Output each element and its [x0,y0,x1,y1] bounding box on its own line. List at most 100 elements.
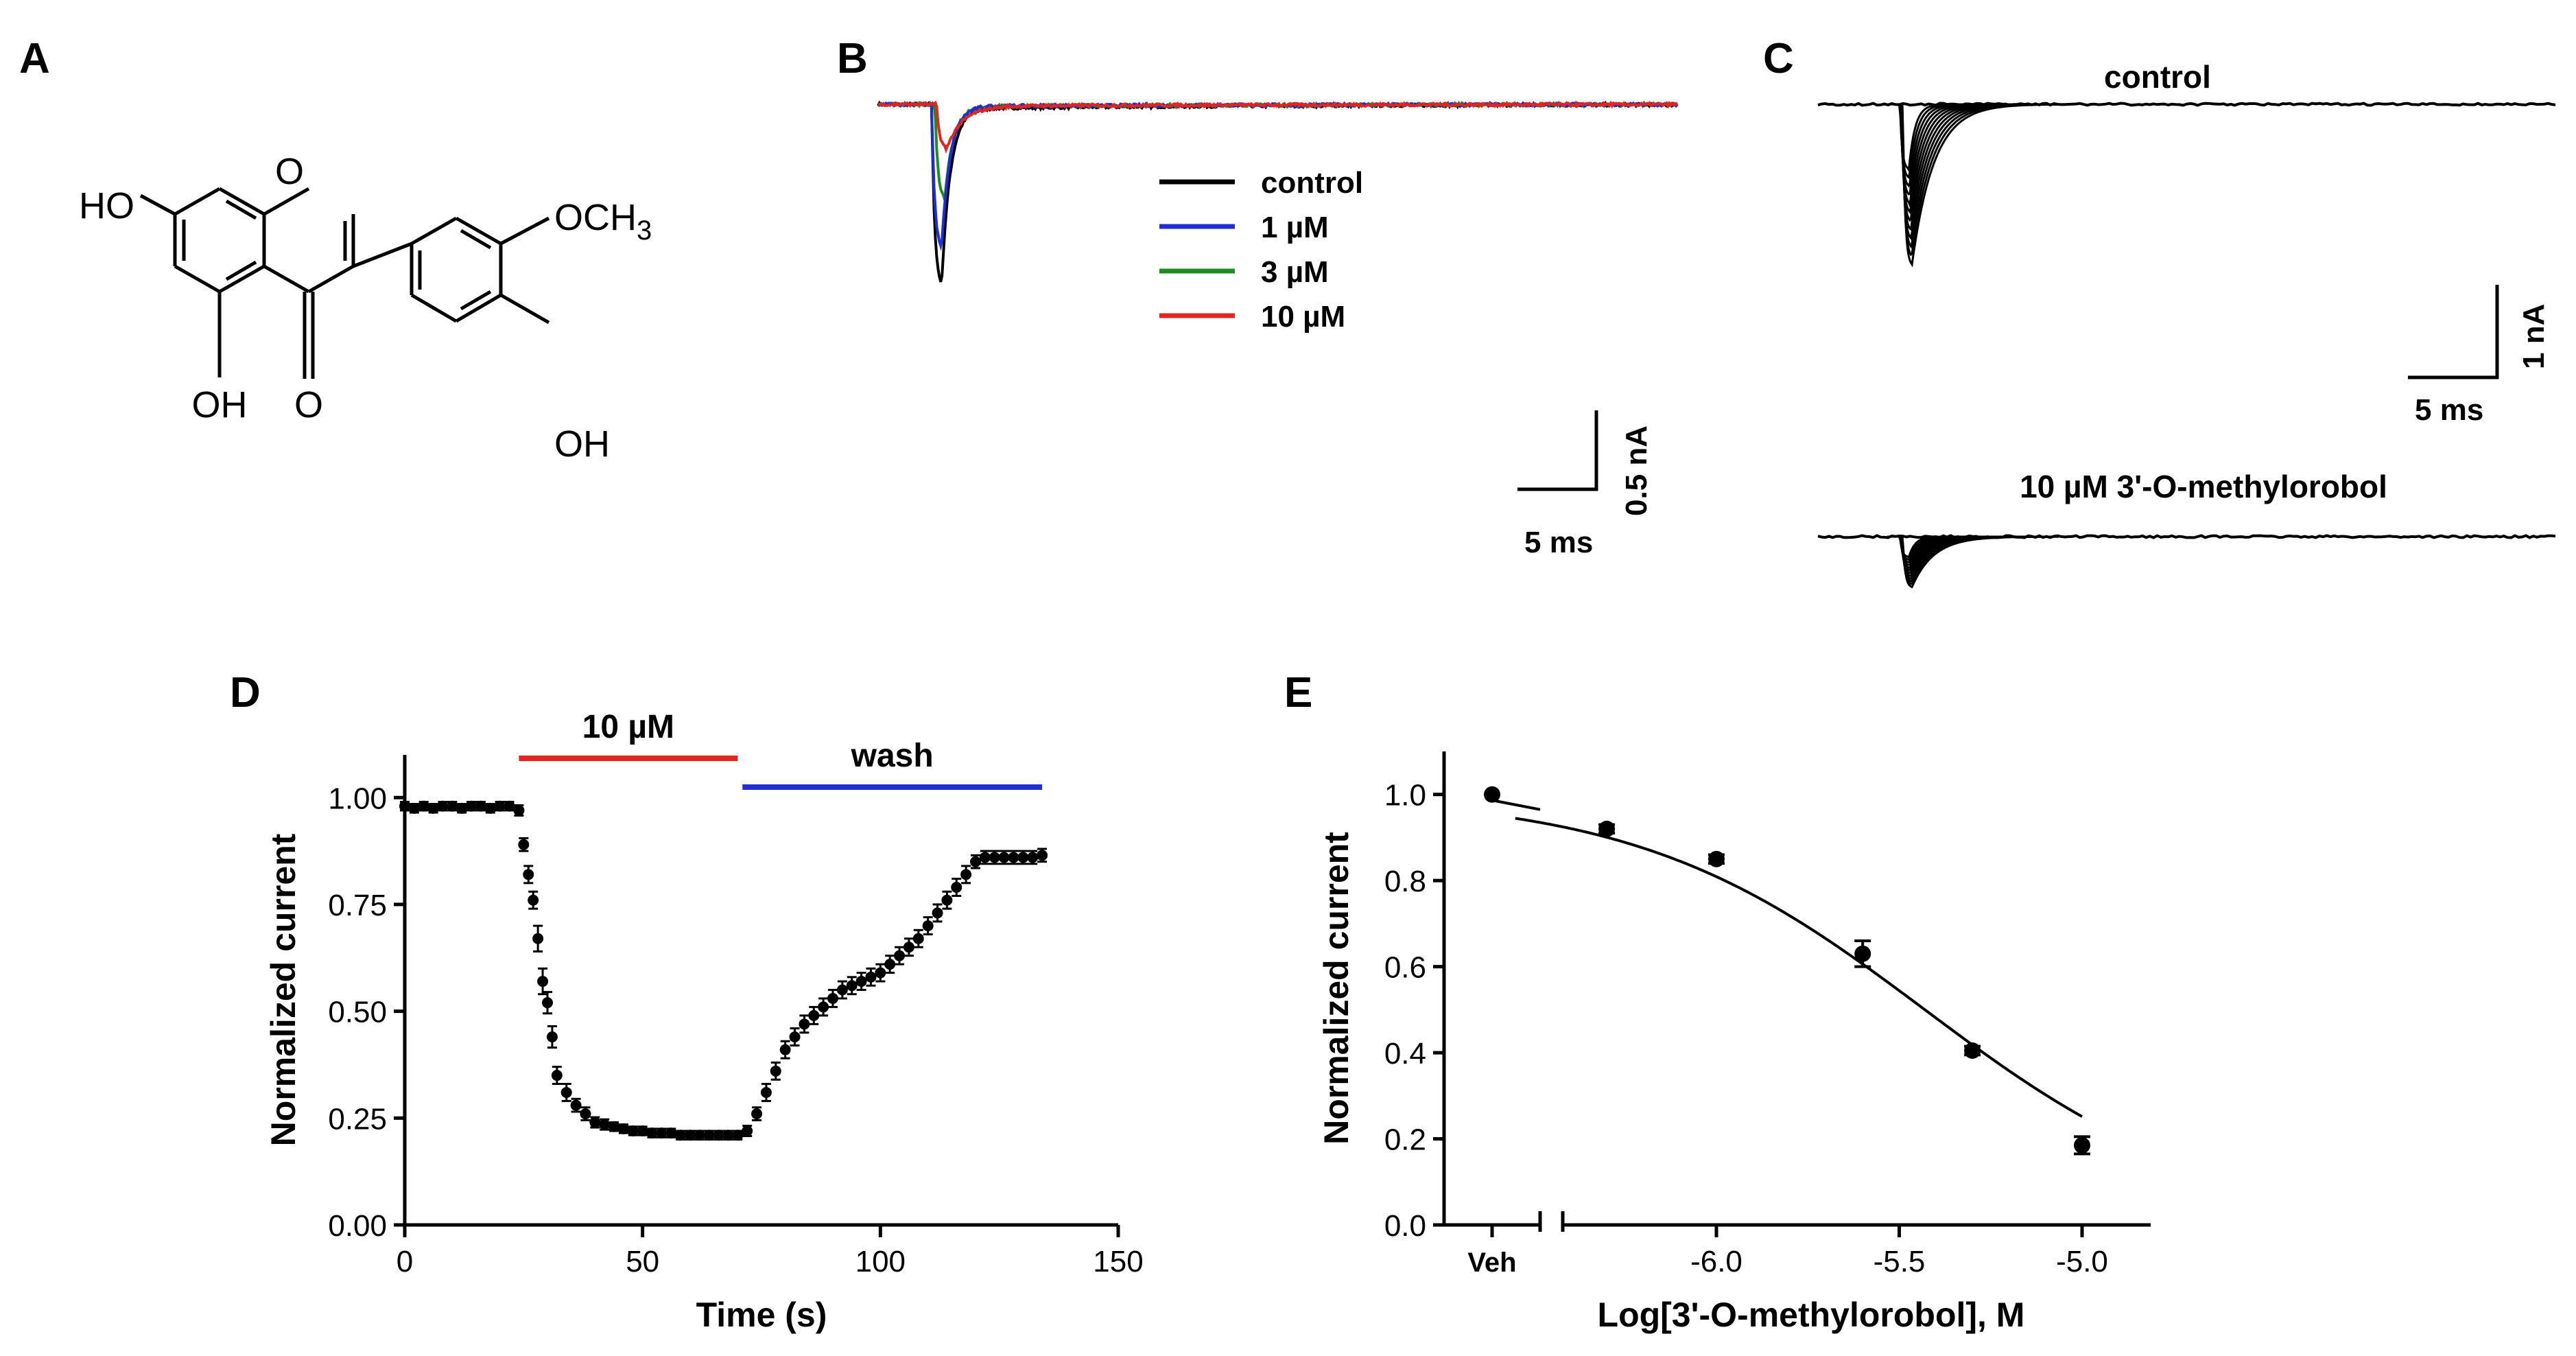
scale-y-label: 0.5 nA [1620,425,1653,516]
wash-bar-label: wash [851,738,934,774]
data-point [836,984,848,996]
data-point [546,1031,558,1042]
data-point [437,800,449,812]
x-tick-label: 100 [855,1245,906,1278]
data-point [751,1108,763,1120]
y-tick-label: 0.0 [1384,1209,1426,1243]
molecule-structure [139,187,550,379]
data-point [427,802,439,814]
data-point [1964,1042,1981,1059]
data-point [694,1130,705,1141]
data-point [456,802,468,814]
legend-item-3um: 3 µM [1159,255,1329,289]
y-axis-title: Normalized current [1317,832,1356,1145]
data-point [770,1065,781,1077]
panel-b-scale-bar: 5 ms 0.5 nA [1517,410,1653,559]
x-axis-title: Log[3'-O-methylorobol], M [1598,1296,2025,1334]
panel-c: C control 10 µM 3'-O-methylorobol 5 ms 1… [1763,35,2556,589]
legend-item-10um: 10 µM [1159,300,1345,334]
data-point [722,1130,734,1141]
data-point [589,1117,601,1128]
scale-y-label: 1 nA [2517,304,2551,369]
data-point [912,933,924,944]
data-point [518,839,530,850]
data-point [2074,1136,2090,1154]
data-point [951,882,962,893]
panel-b-letter: B [837,35,868,82]
y-axis-title: Normalized current [264,833,303,1146]
panel-c-title-control: control [2104,59,2211,95]
data-point [599,1119,611,1130]
data-point [646,1127,658,1139]
trace-baseline-control [1817,102,2556,107]
data-point [1008,852,1019,863]
panel-d-letter: D [230,669,261,716]
y-tick-label: 0.4 [1384,1037,1426,1071]
data-point [979,852,991,863]
scale-x-label: 5 ms [2415,393,2483,427]
trace-10m [877,100,1679,154]
panel-b: B control 1 µM 3 µM 10 µM 5 ms 0.5 nA [837,35,1679,559]
mol-ho-top: HO [79,185,134,226]
data-point [608,1121,620,1132]
data-point [532,933,544,944]
data-point [1027,852,1039,863]
x-axis-title: Time (s) [696,1296,827,1334]
data-point [941,894,953,906]
scale-bar-lines [2408,285,2499,379]
data-point [1017,852,1029,863]
trace-sweep [1887,103,2059,268]
data-point [932,907,943,919]
data-point [537,976,549,987]
y-tick-label: 0.2 [1384,1123,1426,1157]
data-point [580,1108,591,1120]
data-point [799,1018,810,1030]
data-point [675,1130,687,1141]
panel-d-bars: 10 µM wash [519,709,1043,790]
y-tick-label: 1.0 [1384,779,1426,813]
data-point [617,1123,629,1134]
fit-curve [1515,817,2083,1118]
data-point [1598,820,1616,837]
legend-item-1um: 1 µM [1159,211,1329,244]
data-point [408,802,420,814]
x-tick-label: 0 [397,1245,413,1278]
legend-label-3um: 3 µM [1261,255,1329,289]
data-point [970,856,981,867]
y-tick-label: 0.8 [1384,865,1426,898]
data-point [760,1086,772,1098]
data-point [560,1086,572,1098]
data-point [542,997,553,1009]
mol-oh-bottom: OH [192,384,248,425]
data-point [989,852,1000,863]
data-point [875,967,886,979]
panel-b-legend: control 1 µM 3 µM 10 µM [1159,166,1363,334]
panel-c-traces [1817,102,2556,589]
panel-d-axes: 0.00 0.25 0.50 0.75 1.00 0 50 100 150 Time (s) Nor… [264,755,1144,1334]
x-tick-label: -6.0 [1690,1245,1742,1278]
data-point [475,800,486,812]
scale-x-label: 5 ms [1524,526,1593,559]
panel-c-letter: C [1763,35,1794,82]
panel-d-datapoints [399,800,1048,1141]
y-tick-label: 0.00 [328,1209,387,1243]
fit-curve-veh-segment [1495,799,1541,811]
panel-e-datapoints [1484,786,2090,1156]
data-point [818,1001,829,1013]
data-point [1708,850,1725,867]
mol-oh-right: OH [554,423,610,465]
legend-item-control: control [1159,166,1363,200]
drug-bar-label: 10 µM [582,709,674,745]
y-tick-label: 0.50 [328,996,387,1029]
data-point [685,1130,696,1141]
x-tick-label: -5.0 [2056,1245,2108,1278]
legend-label-1um: 1 µM [1261,211,1329,244]
data-point [827,992,838,1004]
data-point [513,804,525,816]
data-point [732,1130,744,1141]
mol-ring-o: O [275,151,304,192]
data-point [789,1031,801,1042]
data-point [447,800,458,812]
data-point [713,1130,724,1141]
